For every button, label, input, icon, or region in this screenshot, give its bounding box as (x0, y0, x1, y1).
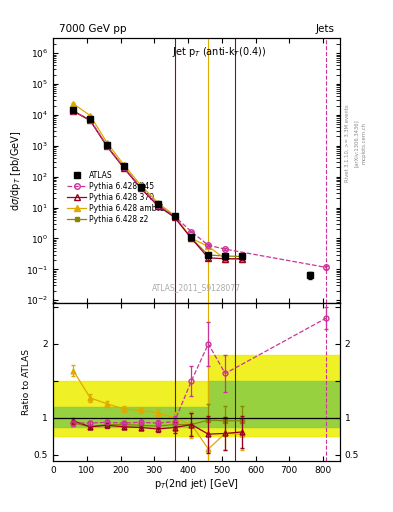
Y-axis label: Ratio to ATLAS: Ratio to ATLAS (22, 349, 31, 415)
Legend: ATLAS, Pythia 6.428 345, Pythia 6.428 370, Pythia 6.428 ambt1, Pythia 6.428 z2: ATLAS, Pythia 6.428 345, Pythia 6.428 37… (66, 169, 166, 225)
Text: 7000 GeV pp: 7000 GeV pp (59, 25, 126, 34)
X-axis label: p$_T$(2nd jet) [GeV]: p$_T$(2nd jet) [GeV] (154, 477, 239, 492)
Text: ATLAS_2011_S9128077: ATLAS_2011_S9128077 (152, 283, 241, 292)
Text: [arXiv:1306.3436]: [arXiv:1306.3436] (354, 119, 359, 167)
Text: Rivet 3.1.10, >= 3.3M events: Rivet 3.1.10, >= 3.3M events (345, 104, 350, 182)
Y-axis label: d$\sigma$/dp$_T$ [pb/GeV]: d$\sigma$/dp$_T$ [pb/GeV] (9, 131, 23, 211)
Text: mcplots.cern.ch: mcplots.cern.ch (362, 122, 367, 164)
Text: Jet p$_T$ (anti-k$_T$(0.4)): Jet p$_T$ (anti-k$_T$(0.4)) (172, 45, 266, 59)
Text: Jets: Jets (315, 25, 334, 34)
